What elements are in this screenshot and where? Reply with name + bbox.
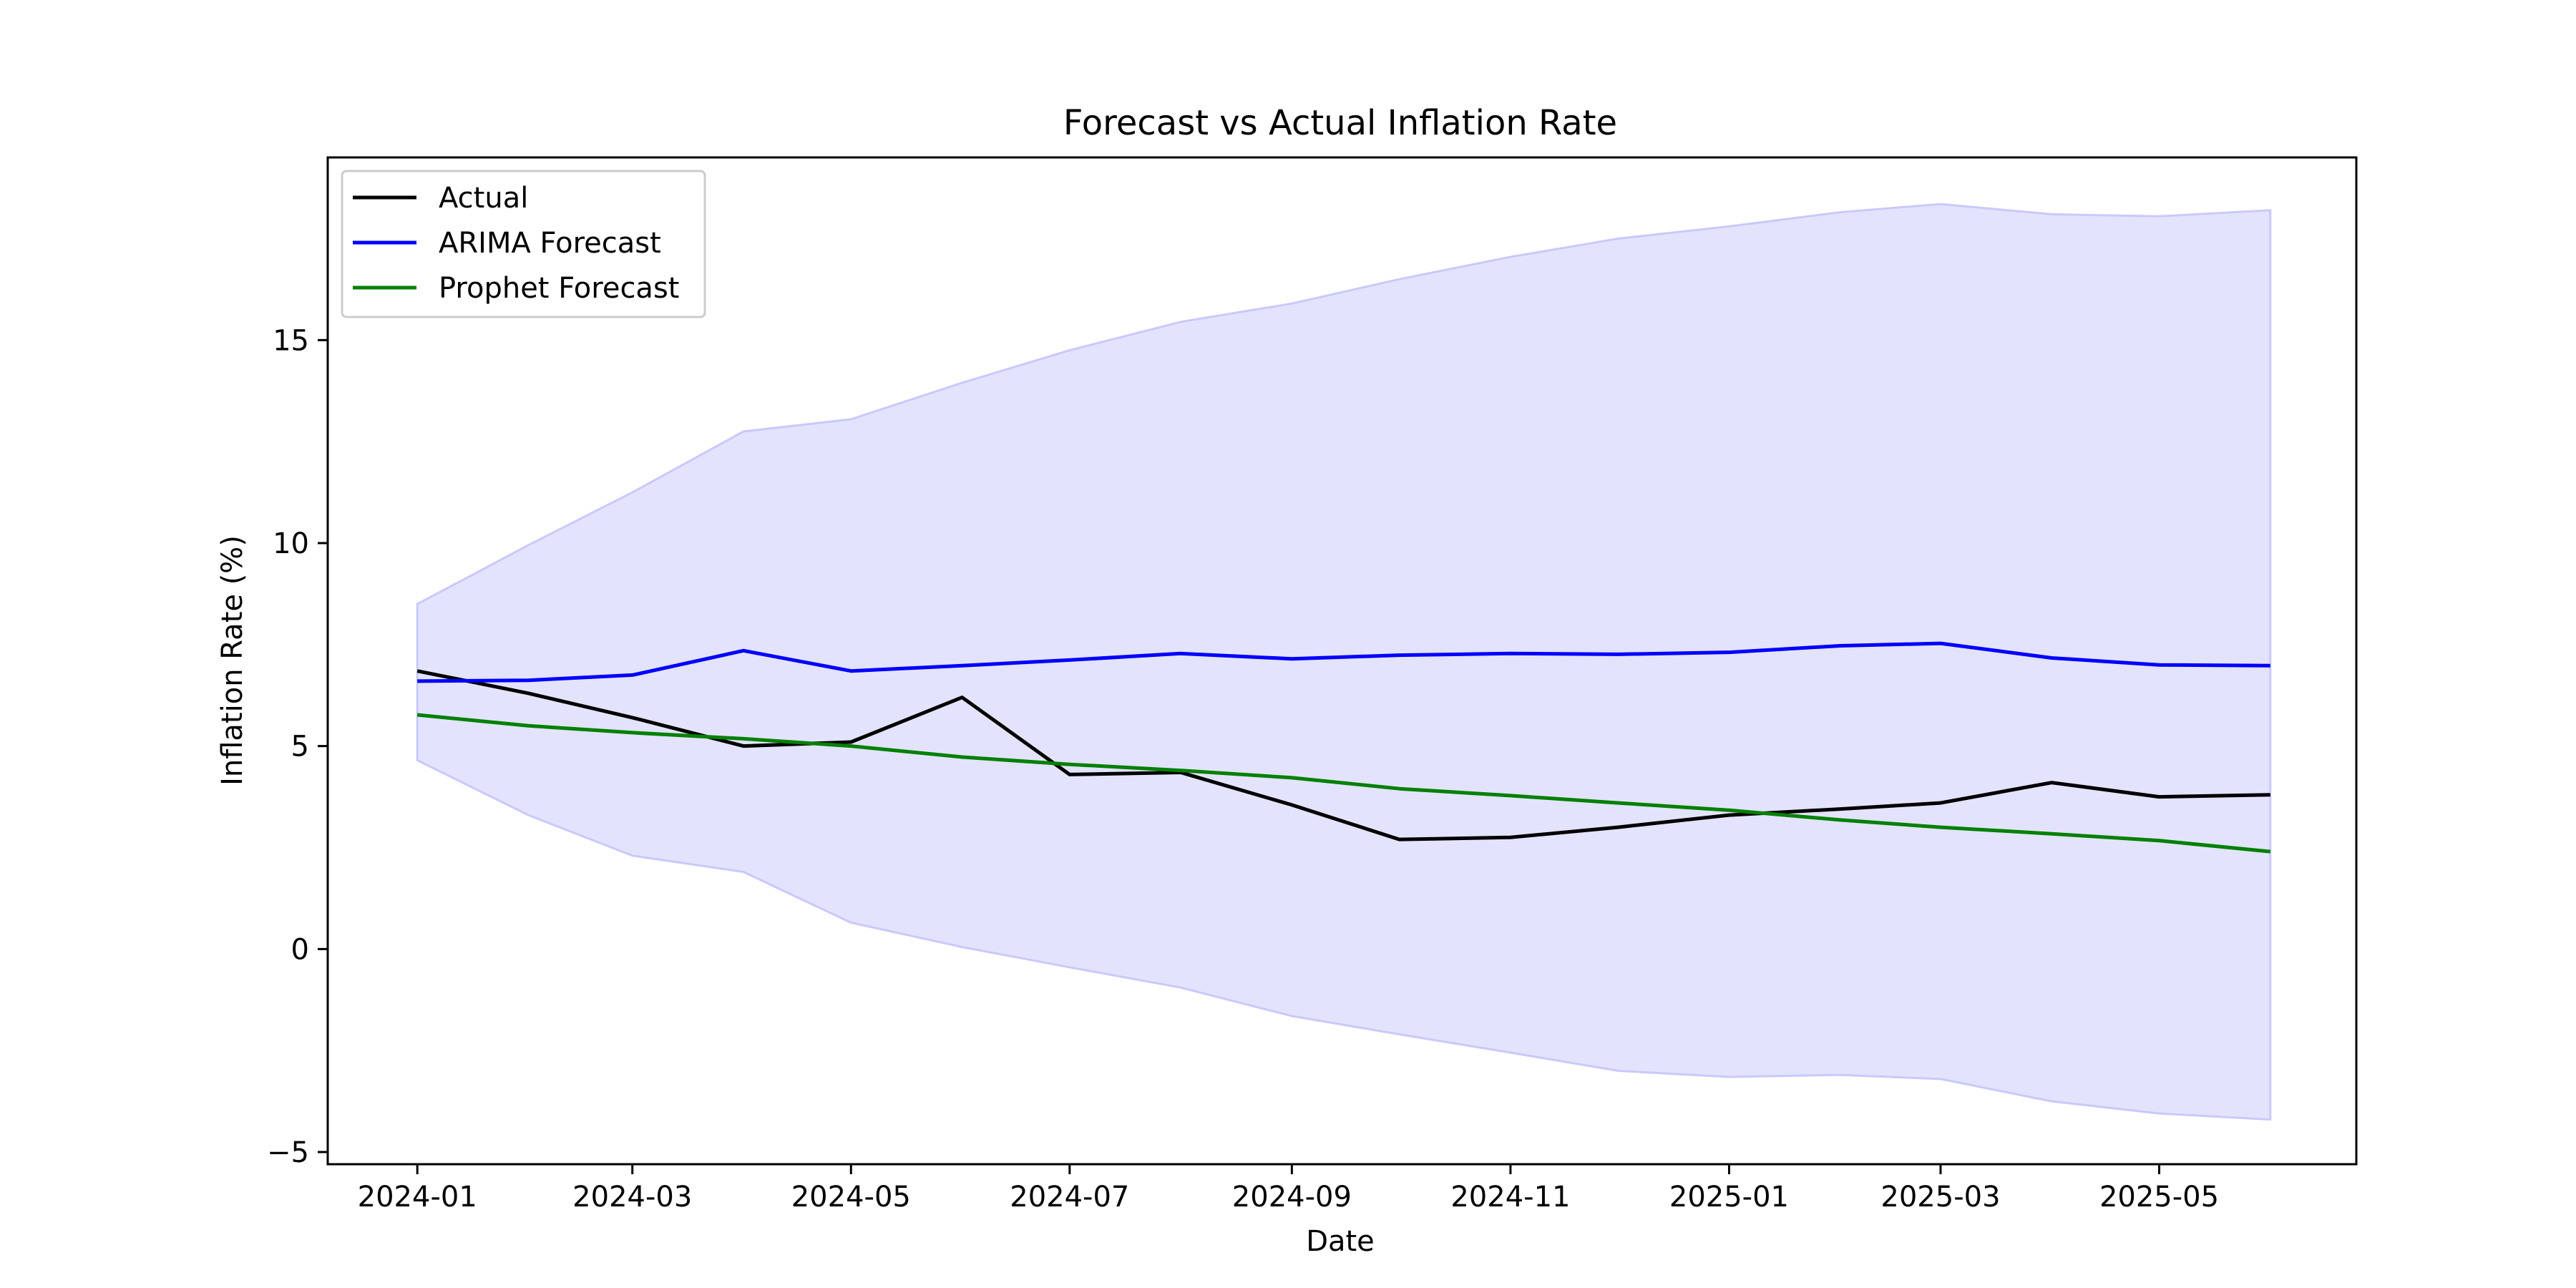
y-tick-label: 5 [291, 731, 309, 763]
y-tick-label: 0 [291, 933, 309, 966]
plot-frame [326, 156, 2358, 1166]
y-tick-label: 15 [273, 324, 309, 357]
series-line-actual [416, 669, 2270, 841]
series-line-arima-forecast [417, 641, 2270, 683]
x-tick-label: 2024-05 [791, 1181, 911, 1214]
x-tick-label: 2024-09 [1232, 1181, 1352, 1214]
x-axis-label: Date [1306, 1225, 1375, 1258]
x-tick-label: 2024-07 [1010, 1181, 1129, 1214]
plot-area [416, 203, 2272, 1121]
legend-box [341, 170, 706, 318]
series-line-prophet-forecast [416, 713, 2271, 854]
legend-label-prophet-forecast: Prophet Forecast [439, 272, 679, 305]
legend-label-actual: Actual [439, 182, 528, 215]
x-tick-label: 2024-11 [1450, 1181, 1570, 1214]
legend-label-arima-forecast: ARIMA Forecast [439, 227, 661, 260]
legend: Actual ARIMA Forecast Prophet Forecast [341, 170, 706, 318]
x-tick-label: 2024-03 [572, 1181, 692, 1214]
confidence-band [416, 203, 2272, 1121]
chart-title: Forecast vs Actual Inflation Rate [1063, 103, 1617, 143]
series-points-arima-forecast [417, 643, 2270, 682]
y-tick-label: −5 [267, 1136, 309, 1169]
x-tick-label: 2025-03 [1880, 1181, 2000, 1214]
series-points-actual [417, 670, 2270, 840]
x-tick-label: 2025-01 [1669, 1181, 1789, 1214]
axes: 2024-01 2024-03 2024-05 2024-07 2024-09 2024-… [267, 324, 2219, 1214]
x-tick-label: 2024-01 [358, 1181, 477, 1214]
series-points-prophet-forecast [417, 714, 2270, 852]
y-axis-label: Inflation Rate (%) [216, 535, 249, 786]
y-tick-label: 10 [273, 527, 309, 560]
x-tick-label: 2025-05 [2099, 1181, 2219, 1214]
